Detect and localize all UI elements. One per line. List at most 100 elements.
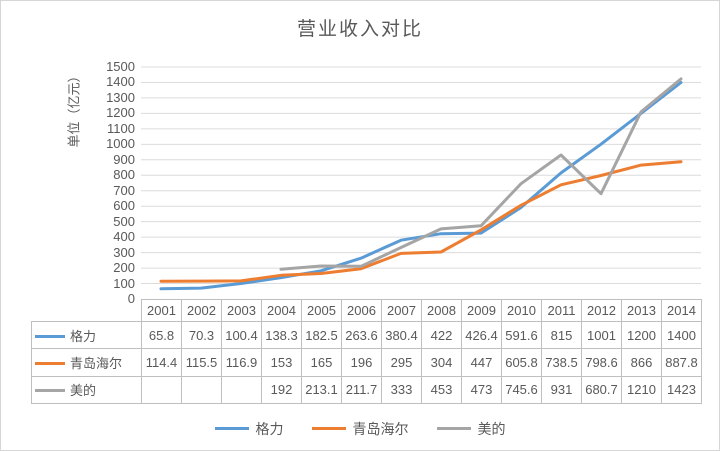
year-cell: 2009 [461,299,502,322]
chart-title: 营业收入对比 [296,19,423,40]
table-row: 青岛海尔 114.4 115.5 116.9 153 165 196 295 304 447 605… [31,348,702,377]
value-cell: 295 [381,348,422,377]
value-cell [181,375,222,405]
value-cell: 473 [461,375,502,405]
value-cell: 213.1 [301,375,342,405]
legend-item: 格力 [214,419,284,439]
legend-swatch-icon [436,427,471,430]
legend-item-label: 青岛海尔 [352,420,409,437]
value-cell: 738.5 [541,348,582,377]
y-axis-tick-label: 1400 [106,74,135,90]
legend-item-label: 格力 [255,420,284,437]
year-cell: 2011 [541,299,582,322]
legend-item-label: 美的 [477,420,506,437]
y-axis-tick-label: 700 [113,182,135,198]
y-axis-tick-label: 1200 [106,105,135,121]
y-axis-tick-label: 600 [113,198,135,214]
y-axis-tick-label: 1300 [106,89,135,105]
value-cell: 815 [541,320,582,350]
series-name: 美的 [70,383,97,399]
value-cell: 114.4 [141,348,182,377]
series-header-cell: 美的 [31,375,142,405]
year-cell: 2006 [341,299,382,322]
y-axis-tick-label: 300 [113,244,135,260]
value-cell: 116.9 [221,348,262,377]
legend-key-icon [35,361,65,365]
value-cell: 605.8 [501,348,542,377]
value-cell: 138.3 [261,320,302,350]
value-cell: 422 [421,320,462,350]
year-cell: 2004 [261,299,302,322]
series-line-2 [279,77,683,271]
year-cell: 2014 [661,299,702,322]
year-cell: 2010 [501,299,542,322]
data-table: 2001 2002 2003 2004 2005 2006 2007 2008 2009 2010… [31,299,702,405]
year-cell: 2005 [301,299,342,322]
value-cell: 1400 [661,320,702,350]
y-axis-tick-label: 900 [113,151,135,167]
value-cell: 304 [421,348,462,377]
table-row: 美的 192 213.1 211.7 333 453 473 745.6 931 680.7 121… [31,375,702,405]
y-axis-tick-label: 500 [113,213,135,229]
legend-key-icon [35,389,65,393]
y-axis-tick-label: 1000 [106,136,135,152]
y-axis-tick-label: 1100 [107,120,135,136]
series-line-1 [159,160,683,283]
year-cell: 2002 [181,299,222,322]
value-cell: 591.6 [501,320,542,350]
y-axis-tick-label: 200 [113,260,135,276]
value-cell: 100.4 [221,320,262,350]
value-cell: 887.8 [661,348,702,377]
value-cell: 115.5 [181,348,222,377]
value-cell: 447 [461,348,502,377]
value-cell: 426.4 [461,320,502,350]
value-cell: 680.7 [581,375,622,405]
table-row: 格力 65.8 70.3 100.4 138.3 182.5 263.6 380.4 422 42… [31,320,702,350]
value-cell: 1001 [581,320,622,350]
y-axis-tick-label: 800 [113,167,135,183]
legend-swatch-icon [311,427,346,430]
legend: 格力 青岛海尔 美的 [1,416,719,441]
legend-item: 青岛海尔 [311,419,409,439]
value-cell: 196 [341,348,382,377]
value-cell: 1423 [661,375,702,405]
value-cell: 333 [381,375,422,405]
value-cell: 453 [421,375,462,405]
y-axis-tick-label: 0 [127,291,135,306]
value-cell: 866 [621,348,662,377]
y-axis-tick-label: 400 [113,229,135,245]
year-cell: 2003 [221,299,262,322]
value-cell: 1210 [621,375,662,405]
value-cell [141,375,182,405]
value-cell: 263.6 [341,320,382,350]
year-cell: 2007 [381,299,422,322]
value-cell: 931 [541,375,582,405]
legend-item: 美的 [436,419,506,439]
value-cell: 798.6 [581,348,622,377]
value-cell: 182.5 [301,320,342,350]
value-cell: 165 [301,348,342,377]
year-cell: 2012 [581,299,622,322]
value-cell: 211.7 [341,375,382,405]
value-cell: 1200 [621,320,662,350]
legend-key-icon [35,334,65,338]
y-axis-tick-label: 1500 [106,59,135,74]
year-cell: 2013 [621,299,662,322]
y-axis-tick-label: 100 [113,275,135,291]
series-name: 格力 [70,328,97,344]
value-cell: 380.4 [381,320,422,350]
legend-swatch-icon [214,427,249,430]
series-header-cell: 格力 [31,320,142,350]
year-cell: 2008 [421,299,462,322]
value-cell: 153 [261,348,302,377]
value-cell: 745.6 [501,375,542,405]
value-cell: 70.3 [181,320,222,350]
value-cell: 65.8 [141,320,182,350]
series-header-cell: 青岛海尔 [31,348,142,377]
value-cell: 192 [261,375,302,405]
value-cell [221,375,262,405]
series-name: 青岛海尔 [70,355,123,371]
year-cell: 2001 [141,299,182,322]
